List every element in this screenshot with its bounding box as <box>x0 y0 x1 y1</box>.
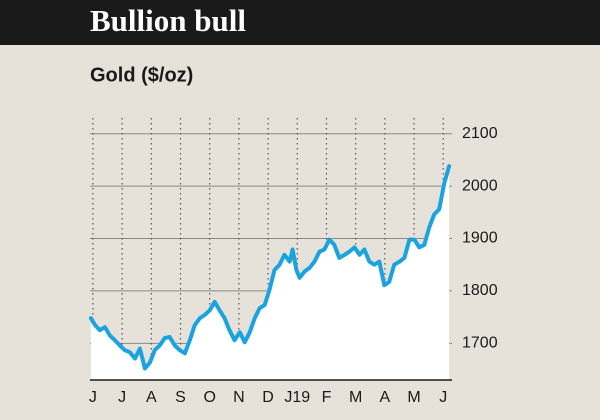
x-tick-label: A <box>146 389 157 406</box>
area <box>90 166 450 380</box>
x-tick-label: F <box>322 389 332 406</box>
x-tick-label: A <box>380 389 391 406</box>
x-tick-label: O <box>203 389 215 406</box>
x-tick-label: M <box>407 389 420 406</box>
x-tick-label: S <box>175 389 186 406</box>
x-tick-label: J19 <box>284 389 310 406</box>
x-tick-label: D <box>262 389 274 406</box>
x-tick-label: J <box>439 389 447 406</box>
chart-subtitle: Gold ($/oz) <box>90 64 193 86</box>
y-tick-label: 2100 <box>462 125 498 142</box>
x-tick-label: J <box>118 389 126 406</box>
y-tick-label: 1900 <box>462 230 498 247</box>
line <box>88 164 452 371</box>
x-tick-label: M <box>349 389 362 406</box>
plot <box>88 164 452 380</box>
header-bar <box>0 0 600 45</box>
y-tick-label: 2000 <box>462 177 498 194</box>
chart-title: Bullion bull <box>90 3 246 38</box>
y-tick-label: 1800 <box>462 282 498 299</box>
x-tick-label: J <box>89 389 97 406</box>
y-tick-label: 1700 <box>462 335 498 352</box>
x-tick-label: N <box>233 389 245 406</box>
